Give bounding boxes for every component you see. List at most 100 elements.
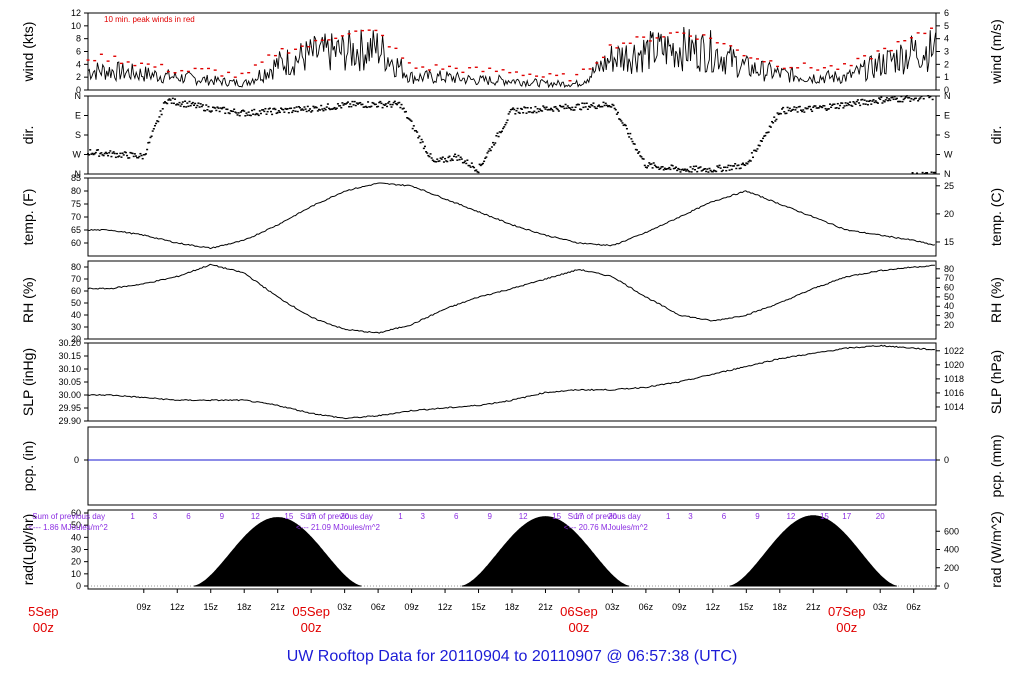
day-label: 06Sep (560, 604, 598, 619)
direction-point (271, 113, 274, 116)
direction-point (261, 109, 264, 111)
direction-point (889, 99, 892, 102)
direction-point (753, 149, 756, 152)
direction-point (563, 107, 566, 110)
direction-point (343, 103, 346, 105)
peak-wind-mark (836, 68, 840, 70)
peak-wind-mark (535, 75, 539, 77)
peak-wind-mark (635, 36, 639, 38)
direction-point (110, 155, 113, 158)
y-tick-label: 30.20 (58, 338, 81, 348)
direction-point (205, 104, 208, 106)
direction-point (783, 110, 786, 113)
direction-point (658, 168, 661, 171)
direction-point (586, 108, 589, 110)
direction-point (132, 155, 135, 158)
direction-point (929, 95, 932, 98)
direction-point (441, 156, 444, 158)
direction-point (292, 109, 295, 112)
direction-point (811, 110, 814, 113)
y-tick-label: 70 (71, 274, 81, 284)
direction-point (499, 131, 502, 134)
direction-point (824, 107, 827, 110)
direction-point (342, 104, 345, 106)
direction-point (116, 152, 119, 155)
direction-point (633, 143, 636, 145)
x-tick-label: 09z (404, 602, 419, 612)
y-tick-label: 60 (71, 286, 81, 296)
direction-point (267, 108, 270, 110)
direction-point (383, 104, 386, 107)
direction-point (777, 113, 780, 116)
direction-point (134, 155, 137, 157)
direction-point (758, 144, 761, 147)
rad-tick-label-right: 200 (944, 563, 959, 573)
direction-point (774, 120, 777, 122)
direction-point (104, 151, 107, 154)
peak-wind-mark (186, 70, 190, 73)
direction-point (359, 101, 362, 104)
direction-point (484, 157, 487, 159)
direction-point (924, 172, 927, 174)
local-hour-label: 17 (574, 512, 583, 521)
direction-point (528, 111, 531, 113)
direction-point (764, 134, 767, 137)
direction-point (387, 102, 390, 104)
direction-point (833, 103, 836, 105)
direction-point (148, 141, 151, 144)
peak-wind-mark (548, 73, 552, 75)
peak-wind-mark (481, 70, 485, 73)
direction-point (157, 120, 160, 123)
x-tick-label: 15z (203, 602, 218, 612)
peak-wind-mark (675, 31, 679, 34)
y-tick-label: 30.15 (58, 351, 81, 361)
direction-point (814, 105, 817, 107)
direction-point (300, 109, 303, 111)
direction-point (782, 106, 785, 109)
local-hour-label: 12 (251, 512, 260, 521)
peak-wind-mark (314, 39, 318, 42)
direction-point (601, 105, 604, 108)
direction-point (712, 169, 715, 172)
peak-wind-mark (374, 29, 378, 32)
direction-point (237, 112, 240, 114)
direction-point (512, 107, 515, 109)
direction-point (410, 120, 413, 122)
direction-point (176, 103, 179, 105)
y-tick-label: 85 (71, 173, 81, 183)
peak-wind-mark (207, 67, 211, 70)
direction-point (511, 108, 513, 111)
direction-point (595, 107, 598, 110)
x-tick-label: 09z (137, 602, 152, 612)
direction-point (754, 149, 757, 152)
direction-point (812, 106, 815, 109)
direction-point (304, 108, 307, 110)
precip-tick-label-right: 0 (944, 455, 949, 465)
y-tick-label-right: 1016 (944, 388, 964, 398)
direction-point (668, 166, 671, 169)
direction-point (403, 111, 406, 113)
direction-point (787, 109, 790, 112)
direction-point (251, 109, 254, 112)
direction-point (608, 104, 611, 107)
panel-frame (87, 177, 937, 257)
direction-point (379, 100, 382, 103)
peak-wind-mark (173, 72, 177, 74)
direction-point (609, 105, 612, 108)
wind-ms-tick-label: 6 (944, 8, 949, 18)
direction-point (585, 102, 588, 105)
direction-point (306, 105, 309, 108)
direction-point (804, 107, 807, 109)
x-tick-label: 12z (706, 602, 721, 612)
y-tick-label: 75 (71, 199, 81, 209)
direction-point (776, 112, 779, 114)
local-hour-label: 9 (755, 512, 760, 521)
direction-point (845, 104, 848, 107)
direction-point (447, 156, 450, 159)
direction-point (582, 106, 585, 109)
direction-point (890, 96, 893, 99)
direction-point (469, 166, 472, 168)
direction-point (789, 110, 792, 112)
direction-point (876, 102, 879, 104)
direction-point (394, 102, 397, 105)
